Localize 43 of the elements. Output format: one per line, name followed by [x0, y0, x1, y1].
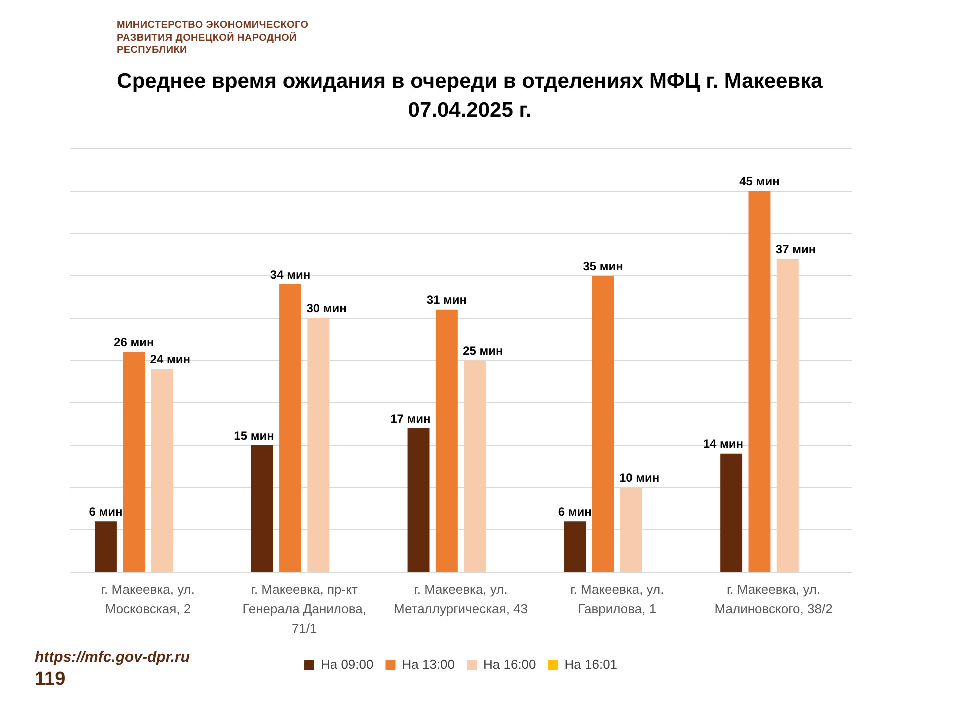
text: МИНИСТЕРСТВО ЭКОНОМИЧЕСКОГО РАЗВИТИЯ ДОНЕЦКОЙ НАРОДНОЙ РЕСПУБЛИКИ	[117, 20, 310, 58]
bar	[308, 318, 330, 572]
bar	[436, 310, 458, 572]
chart-title: Среднее время ожидания в очереди в отделениях МФЦ г. Макеевка 07.04.2025 г.	[116, 69, 824, 124]
bar	[464, 360, 486, 572]
data-label: 6 мин	[89, 504, 123, 519]
x-tick-label: г. Макеевка, пр-кт Генерала Данилова, 71/1	[242, 582, 366, 636]
data-label: 31 мин	[426, 293, 468, 308]
data-label: 14 мин	[703, 437, 744, 452]
x-tick-label: г. Макеевка, ул. Металлургическая, 43	[394, 582, 528, 616]
data-label: 10 мин	[619, 471, 660, 486]
legend-label: На 16:01	[564, 657, 618, 672]
bar	[251, 445, 274, 572]
bar	[620, 488, 642, 572]
x-tick-label: г. Макеевка, ул. Московская, 2	[101, 582, 196, 616]
data-label: 45 мин	[740, 174, 780, 189]
data-label: 26 мин	[114, 336, 154, 350]
data-label: 30 мин	[306, 302, 347, 316]
x-tick-label: г. Макеевка, ул. Малиновского, 38/2	[714, 582, 833, 616]
legend-label: На 13:00	[402, 657, 456, 672]
data-label: 6 мин	[558, 504, 592, 519]
data-label: 37 мин	[776, 242, 816, 256]
legend-label: На 09:00	[320, 657, 374, 672]
bar	[151, 369, 174, 572]
data-label: 35 мин	[583, 259, 624, 274]
bar	[592, 276, 614, 572]
bar	[720, 454, 743, 572]
bar	[776, 259, 799, 572]
text: https://mfc.gov-dpr.ru	[35, 648, 190, 668]
data-label: 15 мин	[234, 428, 274, 443]
bar	[748, 191, 771, 572]
bar	[564, 522, 586, 572]
x-tick-label: г. Макеевка, ул. Гаврилова, 1	[570, 582, 664, 616]
data-label: 34 мин	[270, 268, 311, 282]
legend-label: На 16:00	[484, 657, 536, 672]
data-label: 24 мин	[150, 352, 190, 367]
data-label: 17 мин	[390, 412, 431, 426]
bar	[123, 352, 146, 572]
text: 119	[35, 668, 67, 692]
bar	[280, 284, 302, 572]
bar	[94, 522, 117, 572]
data-label: 25 мин	[463, 344, 504, 358]
bar	[408, 428, 430, 572]
